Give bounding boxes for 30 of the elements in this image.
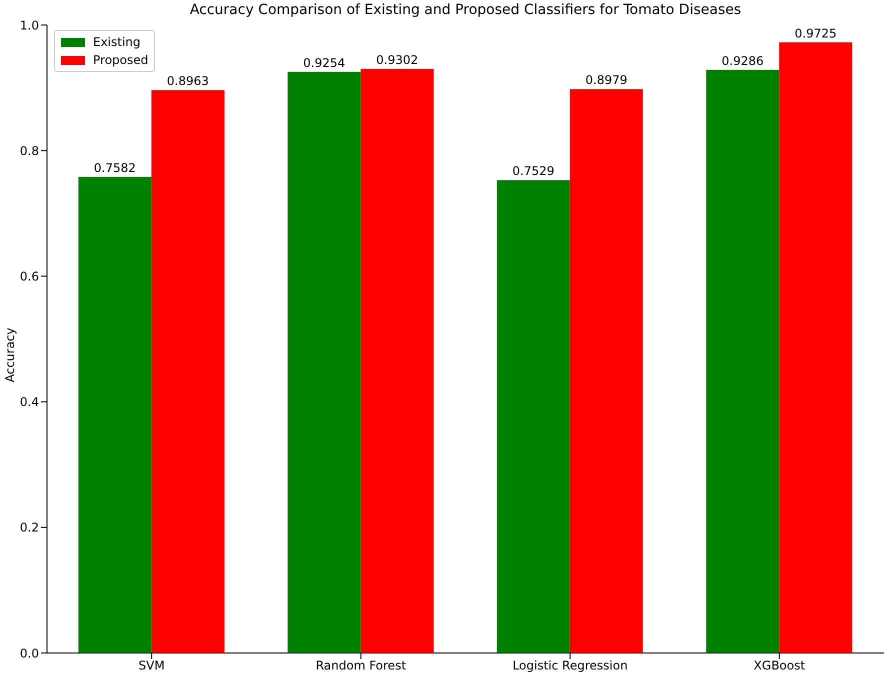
bar bbox=[779, 42, 852, 653]
y-tick-label: 1.0 bbox=[20, 18, 39, 32]
y-tick-label: 0.0 bbox=[20, 646, 39, 660]
data-label: 0.7529 bbox=[512, 164, 554, 178]
data-label: 0.8979 bbox=[585, 73, 628, 88]
x-tick-label: XGBoost bbox=[754, 658, 806, 673]
y-tick-label: 0.8 bbox=[20, 144, 39, 158]
bar bbox=[496, 180, 570, 653]
y-tick-label: 0.6 bbox=[20, 269, 39, 284]
x-tick-label: SVM bbox=[138, 658, 165, 673]
chart-title: Accuracy Comparison of Existing and Proposed Classifiers for Tomato Diseases bbox=[188, 2, 742, 18]
data-label: 0.9254 bbox=[303, 56, 346, 70]
data-label: 0.7582 bbox=[94, 160, 136, 175]
y-tick-label: 0.4 bbox=[20, 395, 39, 410]
y-tick-label: 0.2 bbox=[20, 520, 39, 535]
legend-label: Proposed bbox=[93, 52, 148, 69]
data-label: 0.9286 bbox=[722, 54, 764, 68]
data-label: 0.9725 bbox=[794, 26, 837, 40]
bar bbox=[78, 176, 152, 653]
bar bbox=[360, 68, 434, 653]
data-label: 0.8963 bbox=[166, 74, 209, 88]
legend-label: Existing bbox=[93, 34, 141, 51]
x-tick-label: Logistic Regression bbox=[512, 658, 628, 673]
bar bbox=[288, 72, 361, 653]
bar bbox=[706, 70, 780, 653]
x-tick-label: Random Forest bbox=[316, 658, 406, 673]
y-axis-title: Accuracy bbox=[3, 326, 17, 384]
bar bbox=[570, 89, 643, 653]
data-label: 0.9302 bbox=[376, 52, 418, 67]
bar bbox=[151, 90, 224, 653]
